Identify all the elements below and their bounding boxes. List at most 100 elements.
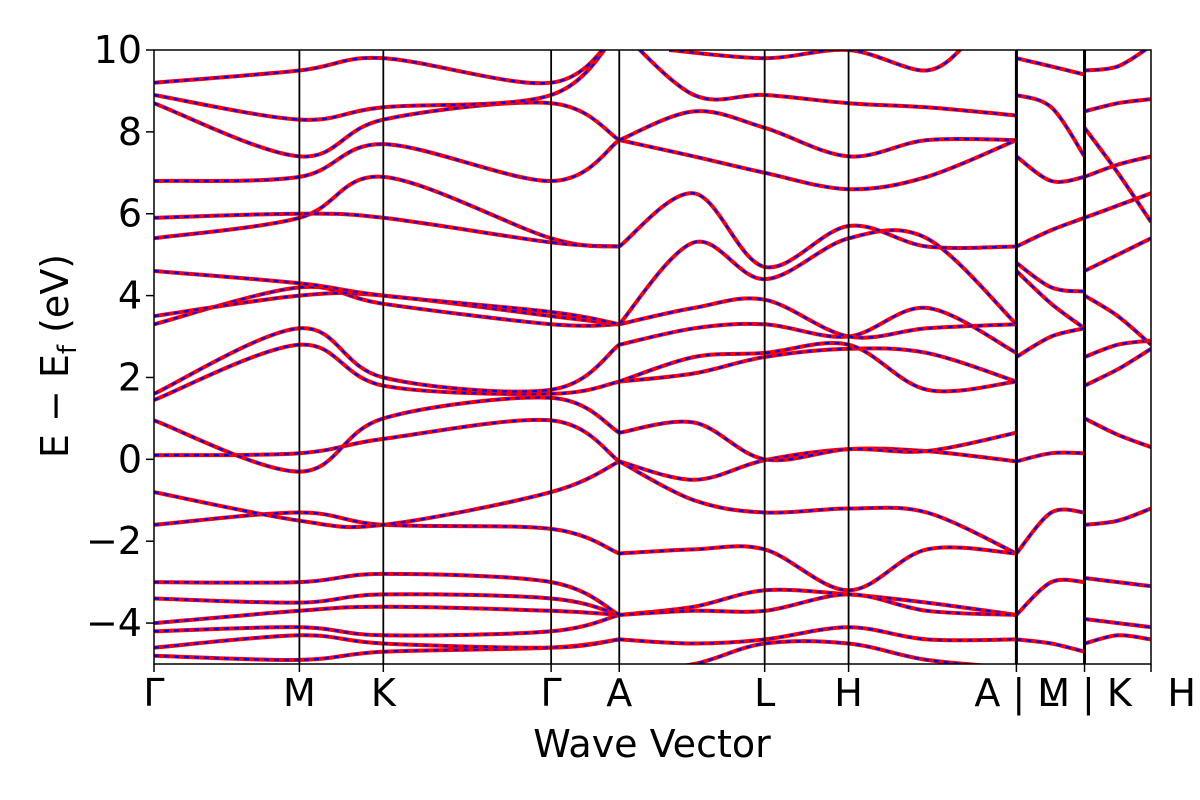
band-line-blue-30: [618, 341, 1017, 393]
band-line-blue-26: [619, 593, 1017, 616]
band-line-red-57: [1083, 293, 1151, 347]
x-tick-label-1: M: [283, 671, 316, 715]
y-axis-label: E − Ef (eV): [33, 254, 83, 458]
y-tick-label-4: 4: [118, 274, 142, 318]
y-axis-label-main: E − E: [33, 354, 77, 458]
band-line-blue-57: [1083, 294, 1151, 346]
bands-layer: [154, 50, 1151, 664]
band-line-red-54: [1083, 633, 1151, 646]
band-line-blue-39: [1016, 451, 1085, 463]
band-line-blue-2: [154, 613, 620, 637]
band-line-blue-32: [619, 297, 1017, 339]
x-tick-label-0: Γ: [143, 671, 164, 715]
band-line-red-55: [1083, 347, 1151, 388]
band-line-blue-24: [619, 545, 1017, 592]
band-line-blue-36: [618, 110, 1017, 158]
band-line-blue-60: [1084, 155, 1151, 178]
band-line-red-20: [154, 50, 605, 86]
band-line-blue-31: [619, 306, 1017, 354]
band-line-red-38: [668, 50, 963, 73]
y-tick-label-1: −2: [86, 519, 142, 563]
x-tick-label-6: H: [834, 671, 863, 715]
y-tick-label-5: 6: [118, 192, 142, 236]
band-line-blue-22: [618, 460, 1017, 555]
band-line-blue-52: [1084, 576, 1151, 588]
band-line-red-17: [154, 138, 621, 184]
band-line-red-37: [637, 50, 1017, 118]
band-line-blue-51: [1084, 507, 1151, 526]
y-tick-label-3: 2: [118, 355, 142, 399]
band-line-red-8: [154, 417, 621, 464]
band-line-blue-63: [1084, 50, 1147, 72]
band-line-red-18: [154, 100, 621, 159]
x-tick-label-3: Γ: [541, 671, 562, 715]
band-line-red-41: [1014, 577, 1085, 617]
band-line-blue-62: [1084, 98, 1151, 113]
band-line-red-19: [154, 50, 607, 122]
band-line-red-3: [154, 604, 620, 626]
band-line-blue-61: [1083, 127, 1151, 223]
band-line-red-29: [619, 346, 1018, 384]
band-line-blue-47: [1015, 155, 1085, 183]
band-line-blue-29: [619, 347, 1017, 383]
band-line-red-28: [681, 639, 990, 664]
band-line-blue-48: [1016, 93, 1086, 158]
band-line-red-58: [1083, 236, 1151, 273]
band-line-blue-42: [1016, 638, 1085, 653]
y-axis-label-subscript: f: [53, 344, 83, 354]
y-ticks-layer: −4 −2 0 2 4 6 8 10: [86, 28, 154, 645]
band-line-blue-50: [1084, 417, 1151, 449]
band-line-blue-35: [619, 139, 1017, 191]
x-tick-label-9: H: [1167, 671, 1196, 715]
band-line-blue-23: [619, 420, 1017, 462]
band-line-red-24: [619, 544, 1017, 593]
band-line-blue-27: [619, 626, 1017, 645]
band-line-red-22: [618, 459, 1018, 556]
band-line-blue-34: [618, 192, 1017, 269]
band-line-blue-43: [1015, 270, 1086, 330]
band-line-blue-33: [618, 229, 1018, 326]
band-line-red-9: [154, 395, 621, 474]
y-tick-label-2: 0: [118, 437, 142, 481]
band-line-red-40: [1014, 507, 1085, 555]
band-line-blue-5: [154, 572, 620, 616]
band-line-blue-56: [1084, 339, 1151, 359]
band-line-red-15: [154, 174, 620, 249]
band-line-red-48: [1015, 93, 1087, 158]
band-line-blue-45: [1015, 327, 1085, 358]
band-line-blue-54: [1084, 634, 1151, 645]
band-line-blue-16: [154, 212, 620, 248]
band-line-blue-6: [154, 511, 620, 555]
band-line-blue-38: [669, 50, 962, 72]
band-line-red-34: [618, 191, 1017, 270]
band-line-blue-11: [154, 327, 620, 395]
band-line-blue-18: [154, 101, 620, 158]
band-line-blue-49: [1016, 57, 1085, 76]
band-line-red-51: [1084, 506, 1151, 527]
y-tick-label-0: −4: [86, 601, 142, 645]
band-line-blue-9: [154, 396, 620, 473]
band-line-blue-44: [1015, 261, 1085, 293]
band-line-blue-21: [619, 447, 1017, 481]
x-tick-label-4: A: [606, 671, 632, 715]
band-line-blue-40: [1015, 508, 1085, 555]
band-line-red-11: [154, 326, 621, 396]
band-line-blue-59: [1084, 192, 1151, 219]
band-line-red-45: [1015, 326, 1085, 359]
kpoint-lines-layer: [298, 50, 1087, 664]
band-line-blue-53: [1084, 617, 1151, 629]
band-line-red-46: [1015, 215, 1086, 249]
band-line-blue-12: [154, 285, 620, 327]
x-tick-label-7: A | L: [974, 671, 1058, 716]
band-line-blue-37: [638, 50, 1017, 117]
band-line-blue-28: [687, 640, 978, 664]
x-tick-label-5: L: [754, 671, 775, 715]
y-axis-label-unit: (eV): [33, 254, 77, 345]
band-line-blue-25: [619, 588, 1017, 616]
band-line-blue-3: [154, 605, 620, 625]
x-axis-label: Wave Vector: [533, 722, 771, 766]
band-line-blue-41: [1015, 578, 1085, 616]
x-tick-label-8: M | K: [1037, 671, 1133, 716]
